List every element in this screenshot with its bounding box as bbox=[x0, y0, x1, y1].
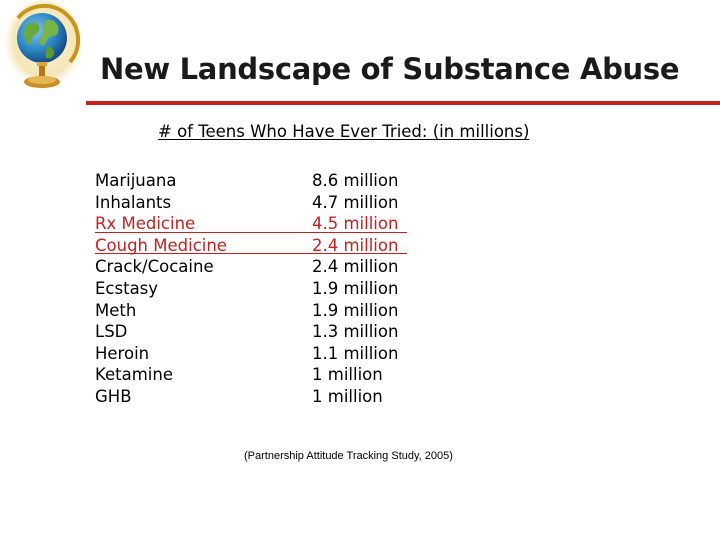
substance-count: 2.4 million bbox=[312, 257, 399, 277]
substance-row: Inhalants 4.7 million bbox=[95, 192, 415, 214]
substance-name: GHB bbox=[95, 386, 132, 406]
substance-row: Rx Medicine 4.5 million bbox=[95, 213, 415, 235]
substance-name: Ketamine bbox=[95, 365, 173, 385]
substance-row: Ketamine 1 million bbox=[95, 364, 415, 386]
substance-count: 1.9 million bbox=[312, 278, 399, 298]
substance-name: Rx Medicine bbox=[95, 214, 196, 234]
substance-row: Crack/Cocaine 2.4 million bbox=[95, 256, 415, 278]
substance-row: Meth 1.9 million bbox=[95, 300, 415, 322]
source-citation: (Partnership Attitude Tracking Study, 20… bbox=[244, 450, 453, 462]
substance-name: Ecstasy bbox=[95, 278, 159, 298]
substance-name: Crack/Cocaine bbox=[95, 257, 214, 277]
substance-count: 4.5 million bbox=[312, 214, 399, 234]
substance-row: Heroin 1.1 million bbox=[95, 343, 415, 365]
substance-count: 1.1 million bbox=[312, 343, 399, 363]
substance-name: Inhalants bbox=[95, 192, 172, 212]
substance-row: LSD 1.3 million bbox=[95, 321, 415, 343]
title-divider bbox=[86, 101, 720, 105]
substance-list: Marijuana 8.6 million Inhalants 4.7 million… bbox=[95, 170, 415, 408]
substance-row: Ecstasy 1.9 million bbox=[95, 278, 415, 300]
globe-icon bbox=[4, 0, 84, 92]
substance-name: Marijuana bbox=[95, 171, 177, 190]
substance-name: Heroin bbox=[95, 343, 150, 363]
slide-title: New Landscape of Substance Abuse bbox=[100, 52, 680, 86]
table-subtitle: # of Teens Who Have Ever Tried: (in mill… bbox=[158, 122, 530, 141]
substance-row: Cough Medicine 2.4 million bbox=[95, 235, 415, 257]
substance-row: Marijuana 8.6 million bbox=[95, 170, 415, 192]
substance-count: 8.6 million bbox=[312, 171, 399, 190]
substance-count: 1 million bbox=[312, 365, 383, 385]
substance-name: LSD bbox=[95, 322, 128, 342]
substance-count: 1.3 million bbox=[312, 322, 399, 342]
substance-name: Cough Medicine bbox=[95, 235, 227, 255]
substance-count: 1 million bbox=[312, 386, 383, 406]
substance-row: GHB 1 million bbox=[95, 386, 415, 408]
substance-count: 1.9 million bbox=[312, 300, 399, 320]
substance-count: 2.4 million bbox=[312, 235, 399, 255]
substance-count: 4.7 million bbox=[312, 192, 399, 212]
substance-name: Meth bbox=[95, 300, 137, 320]
